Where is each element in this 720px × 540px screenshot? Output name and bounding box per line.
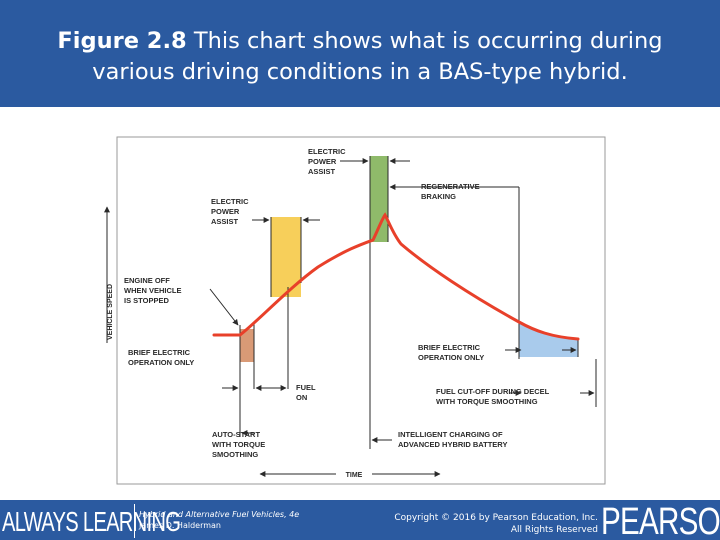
label-intelligent-charging: INTELLIGENT CHARGING OF ADVANCED HYBRID …: [398, 430, 507, 449]
book-title: Hybrid and Alternative Fuel Vehicles, 4e: [139, 510, 300, 519]
driving-conditions-diagram: VEHICLE SPEED TIME ELECTRIC POWER ASSIST…: [104, 136, 606, 485]
figure-label: Figure 2.8: [57, 28, 187, 54]
book-author: James D. Halderman: [139, 521, 221, 530]
slide-footer: ALWAYS LEARNING Hybrid and Alternative F…: [0, 500, 720, 540]
footer-divider: [134, 504, 135, 538]
book-credit: Hybrid and Alternative Fuel Vehicles, 4e…: [139, 509, 299, 531]
diagram-frame: [116, 136, 606, 485]
label-fuel-on: FUEL ON: [296, 383, 318, 402]
label-fuel-cutoff: FUEL CUT-OFF DURING DECEL WITH TORQUE SM…: [436, 387, 551, 406]
slide-caption: Figure 2.8 This chart shows what is occu…: [10, 26, 710, 88]
copyright-line-1: Copyright © 2016 by Pearson Education, I…: [394, 513, 598, 523]
label-brief-electric-right: BRIEF ELECTRIC OPERATION ONLY: [418, 343, 484, 362]
copyright-line-2: All Rights Reserved: [510, 525, 598, 535]
pearson-logo: PEARSON: [601, 501, 720, 540]
label-brief-electric-left: BRIEF ELECTRIC OPERATION ONLY: [128, 348, 194, 367]
callout-arrow: [209, 288, 239, 326]
vehicle-speed-curve: [212, 212, 580, 341]
y-axis-label: VEHICLE SPEED: [107, 284, 114, 340]
copyright-notice: Copyright © 2016 by Pearson Education, I…: [394, 512, 598, 536]
slide-header: Figure 2.8 This chart shows what is occu…: [0, 0, 720, 107]
caption-line-2: various driving conditions in a BAS-type…: [92, 59, 628, 85]
label-electric-power-assist-left: ELECTRIC POWER ASSIST: [211, 197, 251, 226]
label-engine-off: ENGINE OFF WHEN VEHICLE IS STOPPED: [124, 276, 184, 305]
caption-line-1: This chart shows what is occurring durin…: [193, 28, 663, 54]
x-axis-label: TIME: [346, 472, 363, 479]
always-learning-logo: ALWAYS LEARNING: [2, 506, 181, 537]
label-regenerative-braking: REGENERATIVE BRAKING: [421, 182, 482, 201]
label-auto-start: AUTO-START WITH TORQUE SMOOTHING: [212, 430, 267, 459]
brief-electric-fill-left: [240, 329, 254, 362]
brief-electric-fill-right: [519, 322, 578, 357]
label-electric-power-assist-top: ELECTRIC POWER ASSIST: [308, 147, 348, 176]
